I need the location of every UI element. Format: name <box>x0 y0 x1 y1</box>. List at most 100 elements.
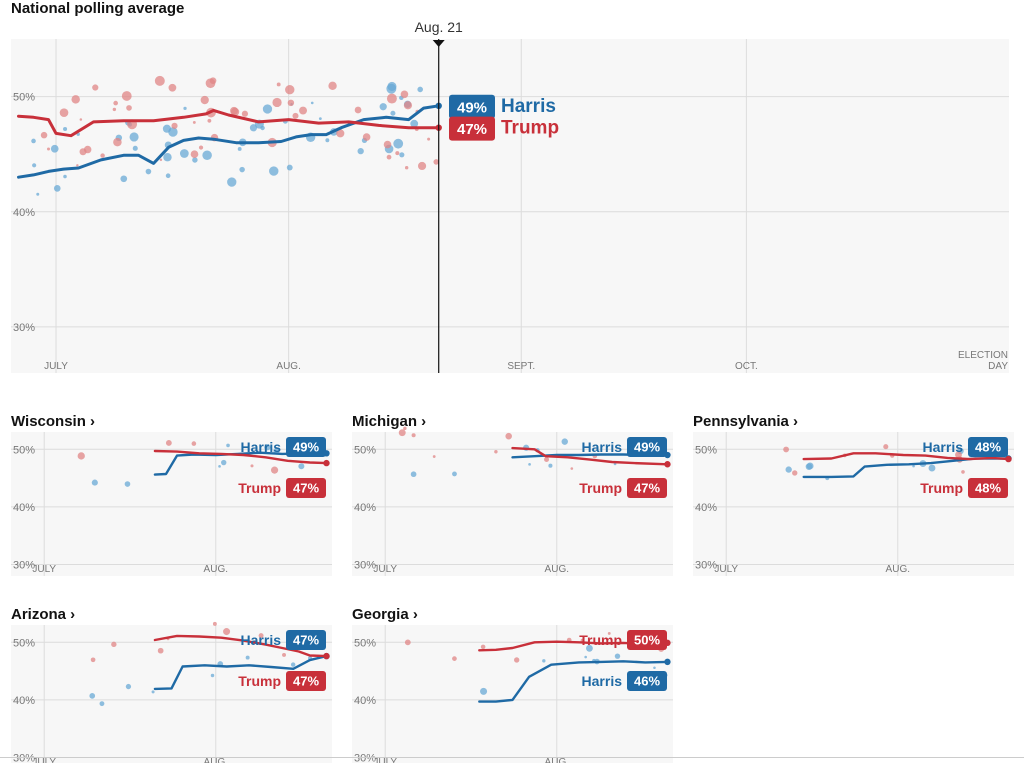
poll-dot <box>584 655 587 659</box>
trump-state-label: Trump <box>238 673 281 689</box>
trump-average-line <box>511 446 669 466</box>
y-tick-label: 30% <box>13 752 35 763</box>
poll-dot <box>120 175 128 183</box>
poll-dot <box>561 438 568 445</box>
poll-dot <box>171 122 178 129</box>
poll-dot <box>112 107 117 112</box>
poll-dot <box>299 106 307 115</box>
trump-end-dot <box>1005 455 1012 463</box>
poll-dot <box>241 110 249 117</box>
y-tick-label: 50% <box>13 92 35 104</box>
trump-national-badge-value: 47% <box>457 121 487 138</box>
poll-dot <box>961 470 965 474</box>
y-tick-label: 40% <box>354 695 376 707</box>
state-title-link-pennsylvania[interactable]: Pennsylvania › <box>693 413 798 430</box>
y-tick-label: 40% <box>13 207 35 219</box>
poll-dot <box>403 101 413 110</box>
poll-dot <box>79 148 87 156</box>
poll-dot <box>806 462 814 470</box>
poll-dot <box>168 83 177 92</box>
poll-dot <box>586 644 593 652</box>
month-label: AUG. <box>545 564 569 575</box>
plot-background <box>11 432 332 576</box>
poll-dot <box>287 99 295 107</box>
poll-dot <box>398 429 406 437</box>
harris-end-dot <box>664 658 671 666</box>
poll-dot <box>192 157 198 163</box>
poll-dot <box>113 137 122 147</box>
harris-michigan-badge <box>627 437 667 457</box>
poll-dot <box>237 147 242 151</box>
poll-dot <box>386 154 392 160</box>
month-label: AUG. <box>276 361 300 372</box>
national-chart-title: National polling average <box>11 0 184 17</box>
poll-dot <box>100 153 105 158</box>
poll-dot <box>63 174 67 179</box>
trump-pennsylvania-badge-value: 48% <box>975 481 1001 496</box>
poll-dot <box>357 147 364 155</box>
poll-dot <box>157 647 164 654</box>
plot-background <box>352 625 673 768</box>
state-title-link-michigan[interactable]: Michigan › <box>352 413 426 430</box>
trump-georgia-badge <box>627 630 667 650</box>
poll-dot <box>183 106 187 110</box>
poll-dot <box>544 457 550 462</box>
state-title-link-georgia[interactable]: Georgia › <box>352 606 418 623</box>
state-title-link-arizona[interactable]: Arizona › <box>11 606 75 623</box>
y-tick-label: 40% <box>695 502 717 514</box>
poll-dots <box>31 75 439 196</box>
current-date-label: Aug. 21 <box>415 19 463 35</box>
poll-dot <box>91 479 98 486</box>
trump-end-dot <box>323 459 330 467</box>
poll-dot <box>480 644 486 650</box>
trump-average-line <box>153 449 328 465</box>
y-tick-label: 40% <box>354 502 376 514</box>
trump-arizona-badge-value: 47% <box>293 674 319 689</box>
y-tick-label: 30% <box>13 559 35 571</box>
month-label: JULY <box>44 361 68 372</box>
poll-dot <box>785 466 792 473</box>
poll-dot <box>89 693 96 699</box>
poll-dot <box>505 432 512 440</box>
poll-dot <box>393 138 404 149</box>
poll-dot <box>250 464 254 468</box>
poll-dot <box>452 471 457 477</box>
poll-dot <box>395 151 400 156</box>
poll-dot <box>399 152 405 158</box>
poll-dot <box>202 150 212 161</box>
poll-dot <box>221 459 227 466</box>
poll-dot <box>955 451 962 459</box>
harris-average-line <box>153 654 328 691</box>
y-tick-label: 30% <box>354 752 376 763</box>
poll-dot <box>417 86 423 93</box>
poll-dot <box>212 621 217 626</box>
harris-georgia-badge <box>627 671 667 691</box>
trump-state-label: Trump <box>920 480 963 496</box>
poll-dot <box>71 95 80 104</box>
poll-dot <box>290 662 296 667</box>
harris-average-line <box>17 104 441 179</box>
poll-dot <box>480 687 488 695</box>
poll-dot <box>272 97 282 108</box>
harris-pennsylvania-badge <box>968 437 1008 457</box>
harris-national-label: Harris <box>501 96 556 117</box>
poll-dot <box>417 161 427 171</box>
poll-dot <box>328 81 337 91</box>
month-label: AUG. <box>886 564 910 575</box>
poll-dot <box>404 639 411 646</box>
poll-dot <box>209 77 217 85</box>
poll-dot <box>411 433 416 438</box>
trump-arizona-badge <box>286 671 326 691</box>
poll-dot <box>452 656 457 661</box>
y-tick-label: 30% <box>13 322 35 334</box>
harris-arizona-badge-value: 47% <box>293 633 319 648</box>
poll-dot <box>191 441 197 446</box>
trump-average-line <box>802 452 1010 461</box>
poll-dot <box>783 446 790 453</box>
poll-dot <box>390 110 396 116</box>
poll-dot <box>270 466 279 474</box>
state-title-link-wisconsin[interactable]: Wisconsin › <box>11 413 95 430</box>
poll-dot <box>264 444 271 451</box>
poll-dot <box>883 444 889 450</box>
